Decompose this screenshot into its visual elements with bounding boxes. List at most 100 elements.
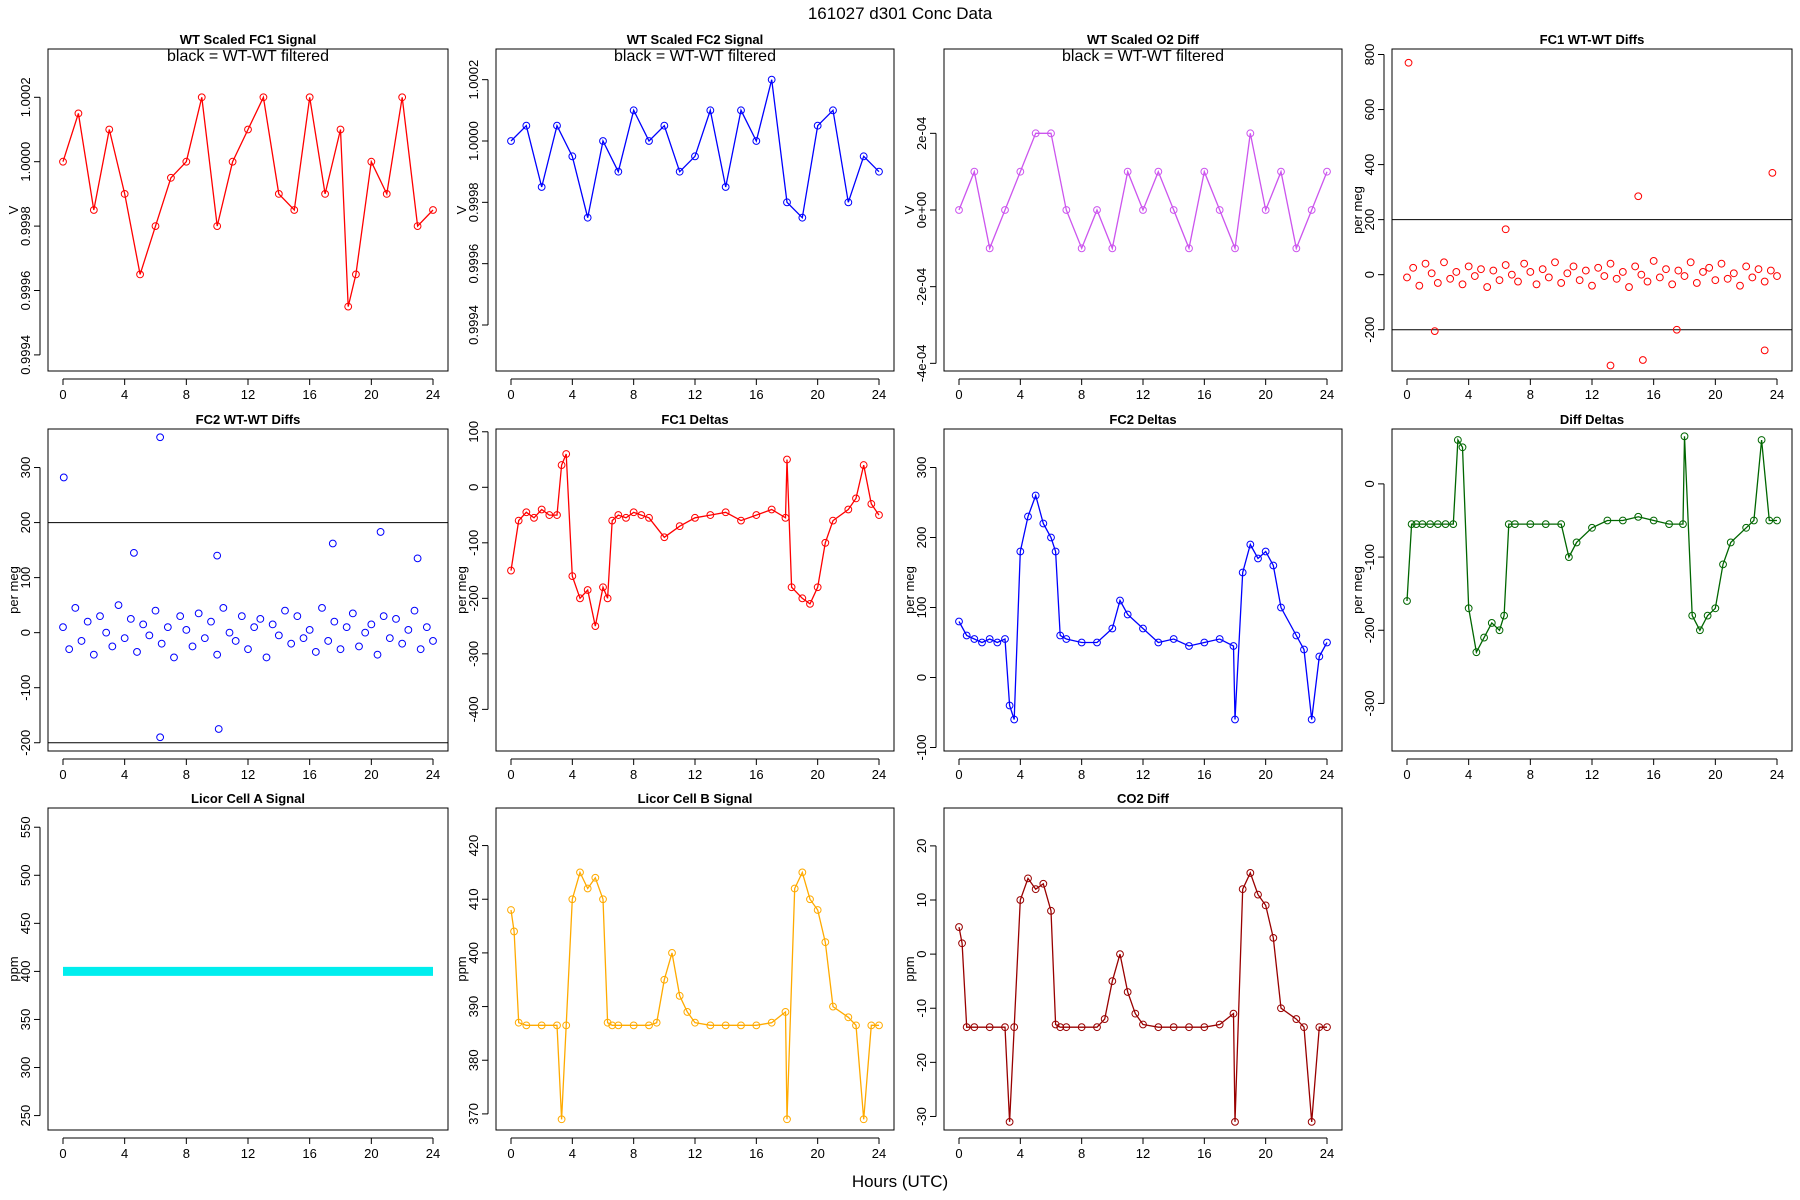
data-point: [1464, 604, 1473, 613]
data-point: [737, 516, 745, 525]
y-tick-label: 0: [1362, 271, 1377, 278]
data-point: [385, 634, 394, 643]
x-tick-label: 4: [1017, 767, 1024, 782]
data-point: [629, 508, 638, 517]
data-point: [614, 167, 623, 176]
data-point: [336, 645, 345, 654]
data-point: [182, 157, 191, 166]
data-point: [1024, 512, 1032, 521]
data-point: [1315, 652, 1324, 661]
x-tick-label: 20: [1708, 767, 1722, 782]
data-point: [1231, 1117, 1239, 1126]
x-tick-label: 8: [183, 767, 190, 782]
data-point: [1726, 538, 1735, 547]
data-point: [806, 599, 814, 608]
data-point: [392, 614, 400, 623]
data-point: [1430, 327, 1439, 335]
data-point: [1452, 268, 1461, 276]
panel-p7: FC2 Deltas 0 4 8 12 16 20 24 -100 0 100 200 300 per m…: [902, 412, 1343, 782]
data-point: [398, 93, 407, 102]
data-point: [629, 106, 638, 115]
data-point: [1742, 262, 1751, 271]
x-tick-label: 8: [630, 767, 637, 782]
data-point: [1692, 279, 1701, 287]
data-point: [955, 206, 963, 214]
data-point: [958, 939, 966, 948]
data-point: [1563, 269, 1572, 278]
x-tick-label: 16: [302, 387, 316, 402]
data-point: [281, 606, 289, 615]
data-point: [1261, 901, 1270, 910]
x-tick-label: 12: [688, 387, 702, 402]
y-tick-label: 0e+00: [914, 192, 929, 229]
data-point: [404, 626, 413, 634]
data-point: [1215, 1020, 1224, 1029]
data-point: [852, 494, 860, 503]
data-point: [237, 612, 246, 621]
panel-p3: WT Scaled O2 Diff 0 4 8 12 16 20 24 -4e-04 -2e-04…: [902, 32, 1343, 402]
y-tick-label: 0: [914, 674, 929, 681]
data-point: [156, 733, 165, 742]
data-point: [1231, 244, 1239, 253]
data-point: [244, 645, 252, 654]
data-point: [537, 1021, 546, 1030]
panel-title: FC2 Deltas: [1109, 412, 1176, 427]
y-axis-label: ppm: [902, 956, 917, 981]
data-point: [660, 121, 669, 130]
x-tick-label: 0: [59, 767, 66, 782]
data-point: [1077, 638, 1086, 647]
y-tick-label: 0: [914, 951, 929, 958]
data-point: [583, 586, 592, 594]
data-point: [1200, 638, 1209, 647]
data-point: [1093, 206, 1101, 214]
panel-title: WT Scaled FC1 Signal: [180, 32, 317, 47]
data-point: [706, 1021, 715, 1030]
y-tick-label: 0.9996: [18, 271, 33, 311]
plot-frame: [1391, 428, 1793, 752]
x-tick-label: 24: [872, 387, 886, 402]
data-point: [65, 645, 74, 654]
y-tick-label: -200: [18, 730, 33, 756]
data-point: [1215, 635, 1224, 643]
data-point: [324, 637, 333, 645]
data-point: [1131, 1009, 1140, 1018]
data-point: [1323, 1023, 1331, 1032]
data-point: [1768, 168, 1777, 177]
data-point: [608, 1021, 617, 1030]
panel-title: CO2 Diff: [1117, 791, 1170, 806]
data-point: [668, 949, 676, 957]
data-point: [59, 623, 67, 632]
data-point: [829, 516, 837, 525]
data-point: [1748, 273, 1757, 282]
y-tick-label: -200: [1362, 317, 1377, 343]
data-point: [1010, 715, 1019, 724]
y-tick-label: -100: [466, 530, 481, 556]
data-point: [1581, 266, 1590, 275]
data-point: [798, 868, 807, 877]
data-point: [675, 991, 684, 1000]
data-point: [130, 548, 138, 557]
data-point: [1544, 273, 1553, 282]
data-point: [1200, 1023, 1209, 1032]
x-tick-label: 24: [872, 1146, 886, 1161]
data-point: [591, 622, 600, 630]
x-tick-label: 12: [241, 387, 255, 402]
series-line: [510, 79, 880, 220]
data-point: [576, 868, 584, 877]
y-tick-label: -100: [1362, 544, 1377, 570]
data-point: [1238, 885, 1247, 894]
series-line: [1406, 436, 1777, 655]
data-point: [1634, 192, 1643, 201]
data-point: [1323, 638, 1331, 647]
x-axis-label: Hours (UTC): [852, 1172, 948, 1191]
panel-title: Diff Deltas: [1560, 412, 1624, 427]
y-tick-label: -400: [466, 696, 481, 722]
data-point: [691, 513, 699, 522]
data-point: [1093, 1023, 1101, 1032]
panel-p9: Licor Cell A Signal 0 4 8 12 16 20 24 250 300 350 4…: [6, 791, 449, 1161]
data-point: [1269, 561, 1278, 570]
data-point: [1139, 624, 1147, 633]
data-point: [1507, 270, 1516, 279]
y-tick-label: 400: [466, 942, 481, 964]
panel-p8: Diff Deltas 0 4 8 12 16 20 24 -300 -200 -100 0 per m…: [1350, 412, 1793, 782]
